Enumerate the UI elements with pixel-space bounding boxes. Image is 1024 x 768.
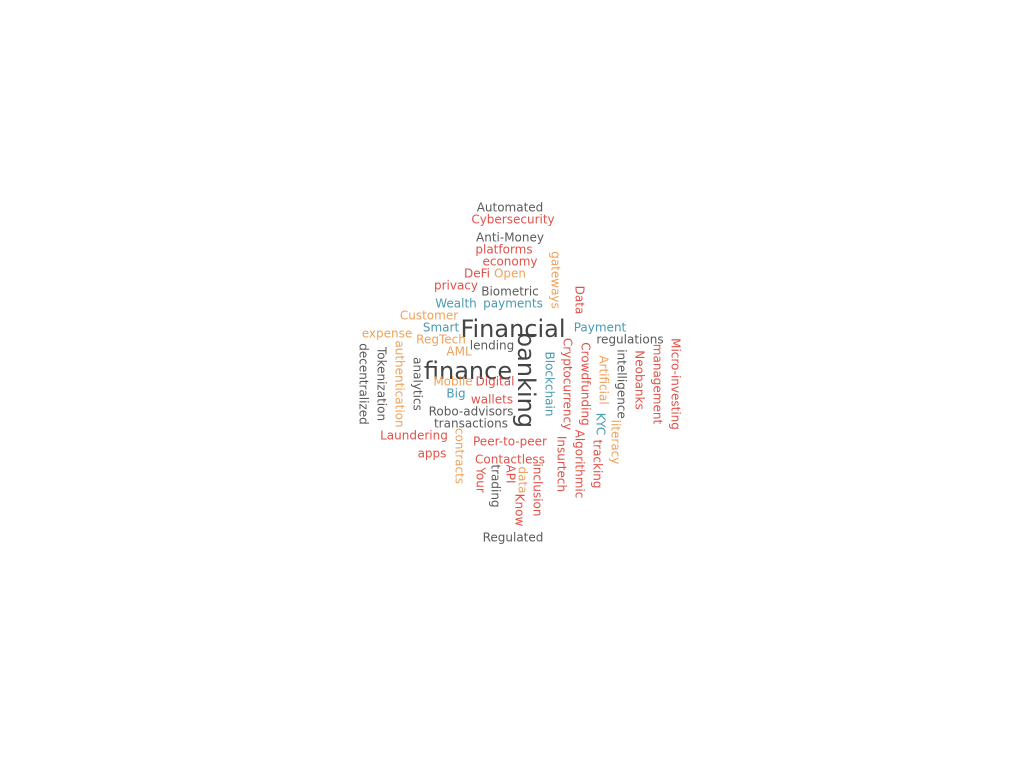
word-neobanks: Neobanks xyxy=(633,350,647,409)
word-customer: Customer xyxy=(400,309,458,323)
word-wallets: wallets xyxy=(471,393,513,407)
word-big: Big xyxy=(446,387,465,401)
word-regulations: regulations xyxy=(596,333,663,347)
word-regulated: Regulated xyxy=(483,531,544,545)
word-cryptocurrency: Cryptocurrency xyxy=(561,338,575,430)
word-data: Data xyxy=(573,286,587,315)
word-privacy: privacy xyxy=(434,279,478,293)
word-contracts: contracts xyxy=(453,428,467,484)
word-mobile: Mobile xyxy=(433,375,472,389)
word-artificial: Artificial xyxy=(597,355,611,404)
word-peer-to-peer: Peer-to-peer xyxy=(473,435,547,449)
word-tokenization: Tokenization xyxy=(375,346,389,421)
word-open: Open xyxy=(494,267,526,281)
word-smart: Smart xyxy=(423,321,460,335)
word-economy: economy xyxy=(482,255,537,269)
word-authentication: authentication xyxy=(393,340,407,427)
word-robo-advisors: Robo-advisors xyxy=(429,405,514,419)
word-literacy: literacy xyxy=(609,420,623,465)
word-automated: Automated xyxy=(477,201,544,215)
word-kyc: KYC xyxy=(594,413,608,436)
word-defi: DeFi xyxy=(464,267,490,281)
word-know: Know xyxy=(513,494,527,527)
word-payments: payments xyxy=(483,297,543,311)
word-apps: apps xyxy=(418,447,447,461)
word-insurtech: Insurtech xyxy=(555,436,569,492)
word-trading: trading xyxy=(489,464,503,507)
word-gateways: gateways xyxy=(549,251,563,309)
word-cybersecurity: Cybersecurity xyxy=(471,213,554,227)
word-regtech: RegTech xyxy=(416,333,466,347)
word-api: API xyxy=(504,465,518,484)
word-your: Your xyxy=(474,466,488,493)
word-blockchain: Blockchain xyxy=(543,352,557,417)
word-transactions: transactions xyxy=(434,417,508,431)
word-laundering: Laundering xyxy=(380,429,448,443)
word-expense: expense xyxy=(362,327,413,341)
word-finance: finance xyxy=(424,357,512,385)
word-digital: Digital xyxy=(476,375,515,389)
word-decentralized: decentralized xyxy=(357,343,371,425)
word-wealth: Wealth xyxy=(435,297,477,311)
word-analytics: analytics xyxy=(411,357,425,411)
word-banking: banking xyxy=(512,332,540,428)
word-tracking: tracking xyxy=(591,439,605,488)
word-intelligence: intelligence xyxy=(615,349,629,419)
word-anti-money: Anti-Money xyxy=(476,231,544,245)
word-lending: lending xyxy=(470,339,515,353)
word-micro-investing: Micro-investing xyxy=(669,338,683,430)
word-contactless: Contactless xyxy=(475,453,545,467)
word-payment: Payment xyxy=(574,321,627,335)
word-aml: AML xyxy=(446,345,472,359)
word-data: data xyxy=(516,466,530,493)
word-biometric: Biometric xyxy=(481,285,539,299)
word-crowdfunding: Crowdfunding xyxy=(579,342,593,425)
word-platforms: platforms xyxy=(475,243,532,257)
word-inclusion: inclusion xyxy=(531,463,545,516)
word-financial: Financial xyxy=(460,315,565,343)
word-management: management xyxy=(651,344,665,425)
word-algorithmic: Algorithmic xyxy=(573,430,587,499)
